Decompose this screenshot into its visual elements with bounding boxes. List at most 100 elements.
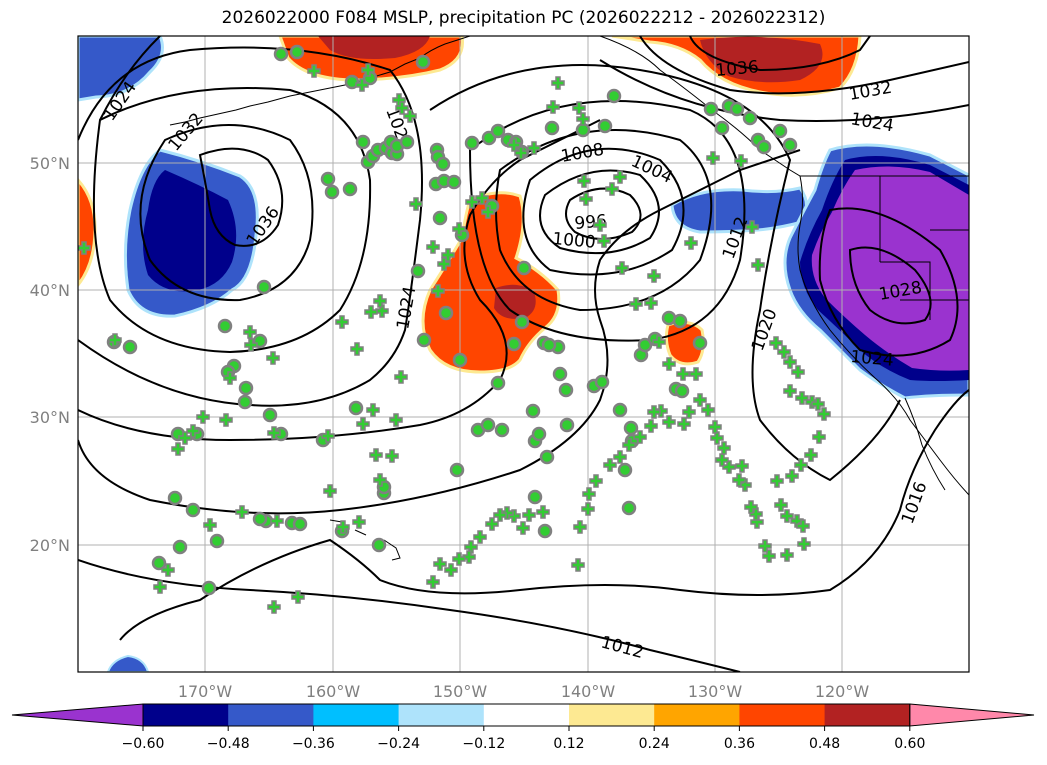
plus-marker: [485, 517, 499, 531]
plus-marker: [715, 453, 729, 467]
plus-marker: [161, 563, 175, 577]
circle-marker: [537, 523, 553, 539]
plus-marker: [307, 64, 321, 78]
plus-marker: [270, 514, 284, 528]
plus-marker: [652, 335, 666, 349]
circle-marker: [256, 279, 272, 295]
plus-marker: [780, 509, 794, 523]
plus-marker: [647, 269, 661, 283]
isobar-1036-topright: [689, 36, 871, 72]
circle-marker: [621, 500, 637, 516]
circle-marker: [151, 555, 167, 571]
shade-navy-left: [143, 170, 237, 292]
circle-marker: [729, 101, 745, 117]
plus-marker: [571, 558, 585, 572]
isobar-label: 1000: [552, 229, 597, 253]
circle-marker: [415, 54, 431, 70]
circle-marker: [575, 122, 591, 138]
station-markers: [78, 44, 831, 614]
plus-marker: [785, 469, 799, 483]
circle-marker: [531, 426, 547, 442]
colorbar-segment: [143, 704, 229, 726]
plus-marker: [795, 391, 809, 405]
plus-marker: [582, 487, 596, 501]
isobar-1012-south: [78, 559, 741, 672]
circle-marker: [516, 260, 532, 276]
plus-marker: [373, 294, 387, 308]
circle-marker: [449, 462, 465, 478]
isobar-1036-left: [198, 147, 284, 247]
circle-marker: [185, 502, 201, 518]
colorbar-segment: [228, 704, 314, 726]
shade-darkred-center: [494, 284, 536, 319]
isobar-1024-topleft: [99, 36, 161, 121]
colorbar-tick-label: −0.48: [207, 736, 250, 752]
colorbar-tick-label: 0.60: [894, 736, 925, 752]
map-plot-area: 1024 1032 1036 1028 1024 1008 1004 996 1…: [78, 36, 969, 672]
plus-marker: [403, 109, 417, 123]
plus-marker: [551, 76, 565, 90]
circle-marker: [672, 313, 688, 329]
plus-marker: [633, 430, 647, 444]
plus-marker: [462, 550, 476, 564]
map-frame: [77, 35, 970, 673]
lat-label: 20°N: [30, 536, 70, 555]
plus-marker: [684, 236, 698, 250]
plus-marker: [514, 146, 528, 160]
circle-marker: [623, 420, 639, 436]
plus-marker: [732, 473, 746, 487]
colorbar-extend-max: [909, 703, 1035, 727]
plus-marker: [355, 78, 369, 92]
plus-marker: [769, 336, 783, 350]
shade-darkred-top-right: [700, 36, 823, 83]
plus-marker: [783, 355, 797, 369]
plus-marker: [336, 520, 350, 534]
colorbar-tick-label: −0.12: [462, 736, 505, 752]
plus-marker: [777, 345, 791, 359]
circle-marker: [273, 46, 289, 62]
shade-darkred-top: [318, 36, 430, 59]
circle-marker: [525, 403, 541, 419]
circle-marker: [217, 318, 233, 334]
plus-marker: [366, 403, 380, 417]
plus-marker: [431, 284, 445, 298]
plus-marker: [444, 563, 458, 577]
plus-marker: [804, 448, 818, 462]
plus-marker: [364, 305, 378, 319]
plus-marker: [481, 205, 495, 219]
circle-marker: [527, 489, 543, 505]
isobar-1024-right: [818, 207, 959, 357]
circle-marker: [238, 380, 254, 396]
isobar-1008: [495, 129, 713, 312]
circle-marker: [371, 537, 387, 553]
lat-label: 30°N: [30, 408, 70, 427]
plus-marker: [373, 473, 387, 487]
plus-marker: [593, 218, 607, 232]
lon-label: 170°W: [178, 682, 233, 701]
circle-marker: [692, 335, 708, 351]
plus-marker: [389, 413, 403, 427]
circle-marker: [435, 156, 451, 172]
plus-marker: [603, 458, 617, 472]
plus-marker: [493, 508, 507, 522]
plus-marker: [682, 405, 696, 419]
plus-marker: [426, 240, 440, 254]
circle-marker: [714, 120, 730, 136]
colorbar-tick-label: −0.24: [377, 736, 420, 752]
plus-marker: [589, 474, 603, 488]
circle-marker: [514, 314, 530, 330]
lat-label: 40°N: [30, 281, 70, 300]
plus-marker: [613, 170, 627, 184]
isobar-1032-topright: [639, 36, 969, 95]
lon-label: 120°W: [815, 682, 870, 701]
plus-marker: [758, 539, 772, 553]
plus-marker: [267, 600, 281, 614]
plus-marker: [662, 357, 676, 371]
circle-marker: [559, 417, 575, 433]
colorbar-tick-label: 0.36: [724, 736, 755, 752]
plus-marker: [751, 258, 765, 272]
colorbar-segment: [483, 704, 570, 726]
plus-marker: [817, 407, 831, 421]
isobar-1020-outer: [78, 119, 601, 442]
